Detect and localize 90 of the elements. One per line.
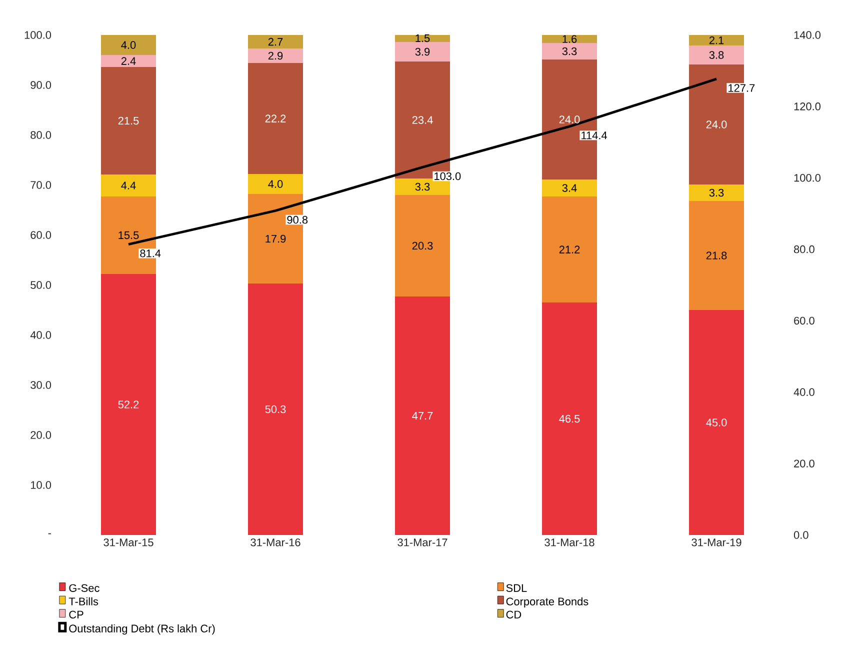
x-tick-label: 31-Mar-18 (544, 538, 594, 546)
data-label: 2.9 (268, 52, 283, 60)
y-tick-label: 30.0 (30, 381, 52, 389)
y2-tick-label: 80.0 (794, 245, 814, 254)
bar (101, 274, 156, 535)
data-label: 127.7 (728, 84, 755, 92)
y-tick-label: 50.0 (30, 281, 52, 289)
data-label: 17.9 (266, 234, 286, 243)
data-label: 90.8 (287, 216, 308, 224)
data-label: 4.4 (121, 182, 136, 190)
bar (689, 34, 744, 46)
data-label: 21.8 (706, 252, 727, 260)
y-tick-label: 40.0 (30, 331, 52, 339)
data-label: 23.4 (412, 116, 433, 124)
data-label: 1.5 (416, 34, 430, 42)
data-label: 21.2 (559, 246, 580, 254)
y-tick-label: 80.0 (30, 131, 52, 139)
bar (689, 310, 744, 535)
data-label: 47.7 (412, 412, 433, 420)
bar (248, 48, 304, 63)
x-tick-label: 31-Mar-15 (104, 538, 154, 546)
y2-tick-label: 20.0 (794, 460, 814, 468)
data-label: 15.5 (118, 231, 139, 240)
bar (689, 45, 744, 64)
data-label: 22.2 (265, 114, 286, 122)
y-tick-label: 90.0 (30, 81, 52, 89)
y2-tick-label: 0.0 (794, 531, 808, 539)
data-label: 24.0 (559, 116, 580, 124)
bar (395, 194, 450, 296)
bar (542, 302, 598, 535)
data-label: 103.0 (434, 172, 461, 180)
y-tick-label: 100.0 (24, 31, 52, 39)
data-label: 2.1 (709, 36, 724, 44)
x-tick-label: 31-Mar-19 (692, 538, 742, 546)
bar (542, 42, 598, 60)
data-label: 1.6 (562, 35, 577, 43)
data-label: 24.0 (706, 120, 727, 128)
legend-label: Corporate Bonds (506, 597, 588, 608)
data-label: 52.2 (118, 400, 139, 408)
data-label: 45.0 (706, 418, 727, 426)
bar (395, 42, 450, 62)
legend-label: G-Sec (69, 584, 100, 592)
legend-label: SDL (506, 584, 527, 592)
data-label: 46.5 (559, 414, 580, 423)
legend-label: CD (506, 610, 522, 618)
y2-tick-label: 120.0 (794, 102, 821, 110)
bar (689, 200, 744, 310)
data-label: 2.4 (121, 57, 136, 65)
data-label: 20.3 (412, 242, 433, 250)
data-label: 114.4 (582, 132, 607, 140)
y2-tick-label: 100.0 (794, 174, 821, 182)
data-label: 50.3 (265, 405, 286, 414)
data-label: 4.0 (268, 180, 283, 188)
bar (248, 62, 304, 174)
bar (689, 184, 744, 201)
x-tick-label: 31-Mar-17 (398, 538, 448, 546)
legend-label: CP (69, 610, 84, 618)
data-label: 3.3 (709, 188, 724, 197)
data-label: 2.7 (268, 38, 283, 46)
y-tick-label: 10.0 (30, 481, 52, 489)
y-tick-label: - (48, 533, 51, 534)
bar (101, 66, 156, 174)
bar (395, 296, 450, 535)
bar (395, 34, 450, 42)
bar (248, 283, 304, 535)
bar (542, 179, 598, 196)
data-label: 3.9 (415, 48, 430, 56)
data-label: 3.3 (415, 182, 430, 191)
legend-label: T-Bills (68, 597, 98, 606)
y2-tick-label: 40.0 (794, 388, 814, 396)
bar (542, 34, 598, 43)
y-tick-label: 20.0 (30, 431, 52, 439)
data-label: 3.4 (562, 184, 577, 192)
bar (248, 34, 304, 48)
x-tick-label: 31-Mar-16 (250, 538, 300, 546)
y-tick-label: 60.0 (30, 231, 52, 239)
data-label: 3.8 (709, 51, 724, 59)
y2-tick-label: 140.0 (794, 31, 821, 39)
data-label: 4.0 (121, 41, 136, 49)
bar (101, 54, 156, 67)
data-label: 81.4 (140, 249, 161, 258)
bar (101, 174, 156, 196)
legend-label: Outstanding Debt (Rs lakh Cr) (69, 624, 215, 635)
bar (248, 174, 304, 194)
bar (542, 196, 598, 302)
y-tick-label: 70.0 (30, 181, 52, 189)
data-label: 3.3 (562, 47, 577, 56)
data-label: 21.5 (118, 116, 139, 125)
bar (101, 34, 156, 55)
y2-tick-label: 60.0 (794, 316, 814, 325)
